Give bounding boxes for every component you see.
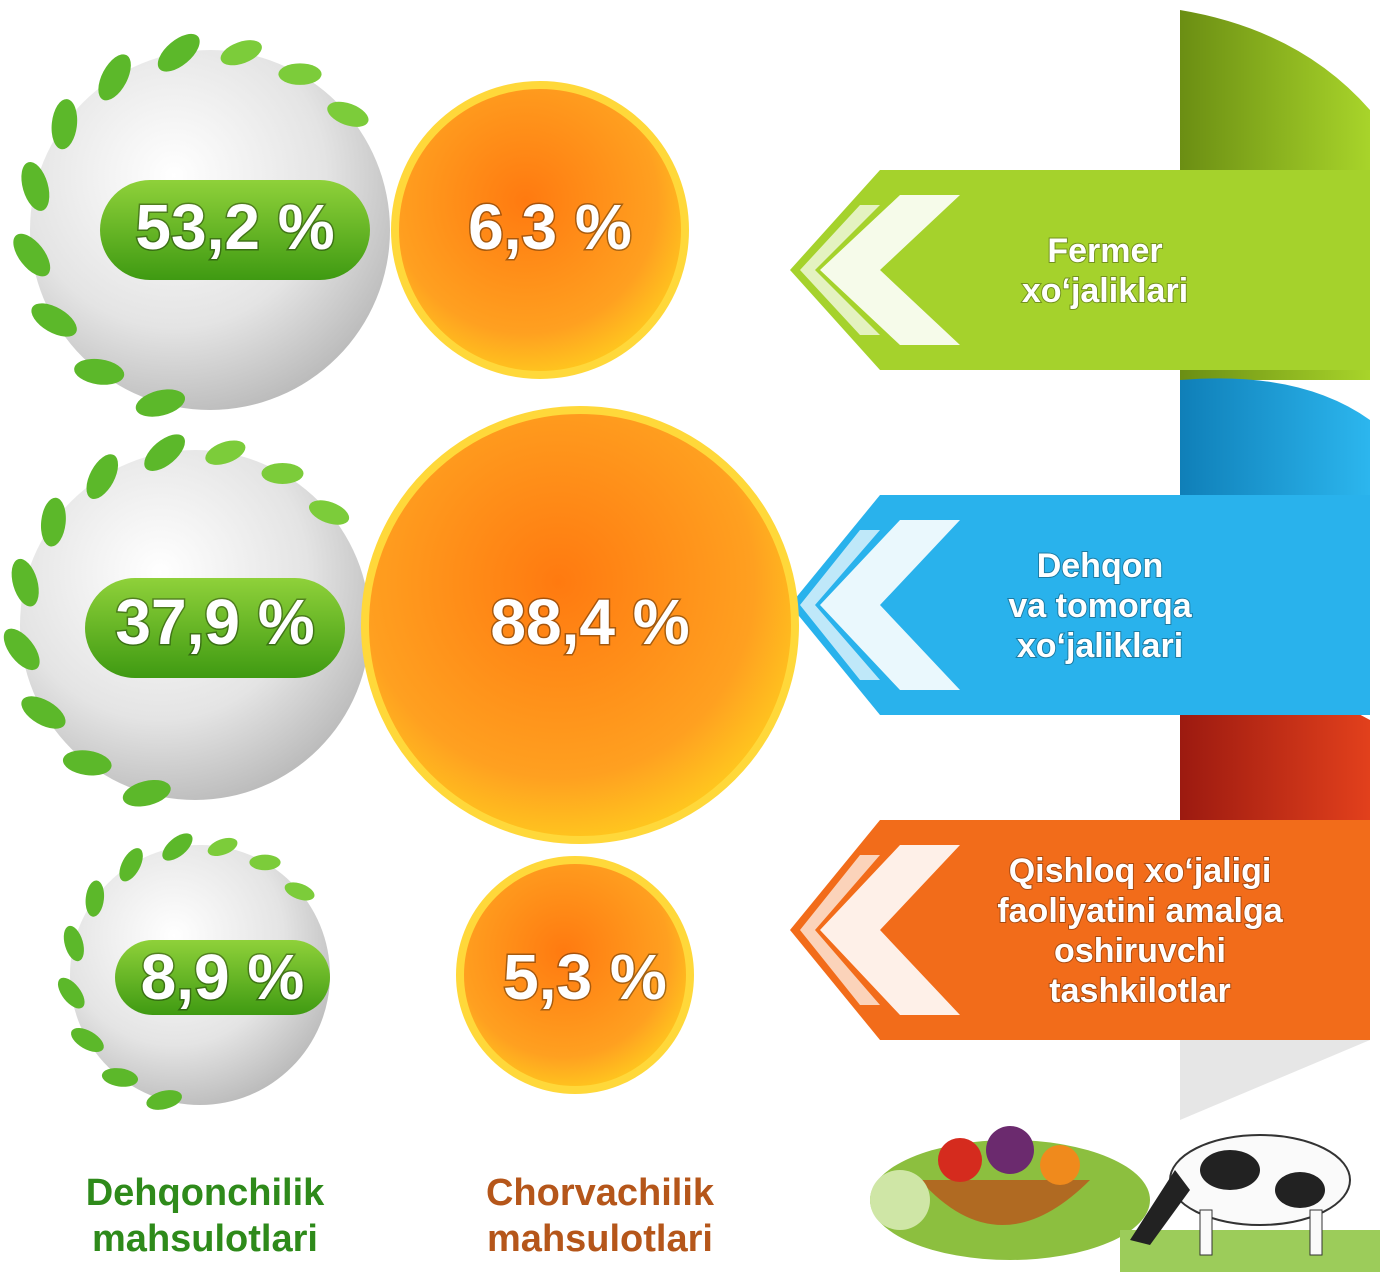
leaf	[71, 1027, 104, 1053]
arrow-blue	[790, 495, 1370, 715]
livestock-circle	[361, 406, 799, 844]
livestock-circle	[456, 856, 694, 1094]
leaf	[11, 558, 39, 607]
leaf	[162, 833, 193, 861]
leaf	[205, 440, 246, 465]
leaf	[146, 1090, 182, 1110]
category-label: Dehqon va tomorqa xo‘jaliklari	[1008, 547, 1192, 665]
leaf	[13, 233, 51, 277]
category-label-line: tashkilotlar	[1049, 972, 1230, 1010]
leaf	[51, 99, 78, 150]
arrow-orange	[790, 820, 1370, 1040]
crop-percent: 37,9 %	[115, 586, 314, 658]
leaf	[85, 880, 105, 917]
leaf	[21, 161, 50, 211]
leaf	[135, 389, 186, 417]
cow	[1120, 1134, 1380, 1272]
crop-pill	[100, 180, 370, 280]
legend-label: Chorvachilik mahsulotlari	[486, 1172, 715, 1260]
leaf	[249, 854, 281, 871]
legend-label-line: Chorvachilik	[486, 1172, 715, 1214]
livestock-percent: 6,3 %	[468, 191, 632, 263]
leaf	[74, 358, 125, 385]
leaf	[31, 303, 77, 337]
category-label-line: xo‘jaliklari	[1017, 627, 1183, 665]
crop-percent: 8,9 %	[141, 941, 305, 1013]
leaf	[21, 696, 66, 729]
category-label-line: Fermer	[1047, 232, 1162, 270]
leaf	[144, 434, 185, 471]
leaf	[101, 1068, 139, 1087]
crop-percent: 53,2 %	[135, 191, 334, 263]
leaf	[57, 977, 85, 1009]
category-label: Fermer xo‘jaliklari	[1022, 232, 1188, 310]
leaf	[63, 925, 84, 962]
leaf	[119, 848, 143, 882]
category-label-line: Dehqon	[1037, 547, 1164, 585]
category-label-line: va tomorqa	[1008, 587, 1192, 625]
legend-label-line: mahsulotlari	[92, 1218, 318, 1260]
leaf	[327, 101, 369, 127]
arrow-green	[790, 170, 1370, 370]
vegetable-basket	[870, 1126, 1150, 1260]
leaf	[40, 497, 66, 547]
legend-label-line: Dehqonchilik	[86, 1172, 325, 1214]
crop-pill	[115, 940, 330, 1015]
livestock-percent: 5,3 %	[503, 941, 667, 1013]
ribbon-shadow	[1180, 1040, 1370, 1120]
leaf	[220, 40, 262, 66]
category-label-line: oshiruvchi	[1054, 932, 1226, 970]
leaf	[278, 63, 322, 85]
leaf	[62, 750, 112, 776]
leaf	[261, 462, 304, 484]
leaf	[86, 454, 119, 499]
leaf	[98, 54, 131, 101]
category-label: Qishloq xo‘jaligi faoliyatini amalga oshir…	[997, 852, 1283, 1010]
livestock-circle	[391, 81, 689, 379]
leaf	[3, 628, 40, 671]
livestock-percent: 88,4 %	[490, 586, 689, 658]
leaf	[207, 837, 238, 857]
leaf	[309, 500, 350, 525]
leaf	[122, 779, 171, 807]
crop-pill	[85, 578, 345, 678]
legend-label-line: mahsulotlari	[487, 1218, 713, 1260]
leaf	[157, 33, 200, 72]
category-label-line: faoliyatini amalga	[997, 892, 1283, 930]
category-label-line: xo‘jaliklari	[1022, 272, 1188, 310]
legend-label: Dehqonchilik mahsulotlari	[86, 1172, 325, 1260]
leaf	[284, 882, 315, 901]
category-label-line: Qishloq xo‘jaligi	[1009, 852, 1272, 890]
